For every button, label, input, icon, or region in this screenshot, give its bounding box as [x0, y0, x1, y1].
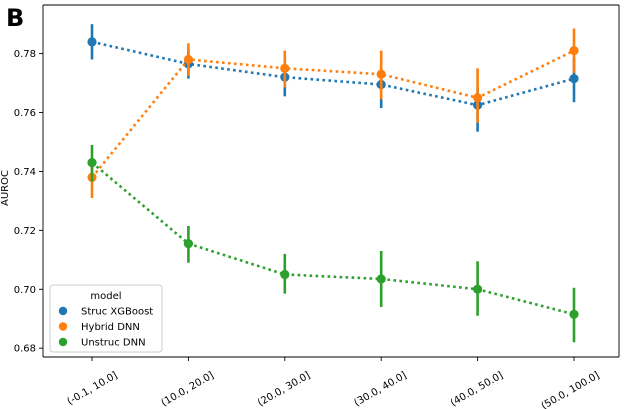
data-point	[473, 284, 483, 294]
x-tick-label: (30.0, 40.0]	[352, 370, 408, 409]
x-tick-label: (-0.1, 10.0]	[66, 370, 120, 408]
y-tick-label: 0.72	[14, 226, 36, 237]
legend-box	[49, 284, 163, 353]
y-tick-label: 0.68	[14, 344, 36, 355]
legend-marker	[58, 322, 68, 331]
data-point	[569, 309, 579, 319]
x-tick-label: (50.0, 100.0]	[540, 370, 602, 409]
data-point	[183, 238, 193, 249]
data-point	[280, 63, 290, 73]
series-line	[91, 40, 575, 107]
legend: model Struc XGBoost Hybrid DNN Unstruc DNN	[49, 284, 163, 353]
panel-letter: B	[6, 4, 24, 32]
legend-marker	[58, 337, 68, 347]
legend-label: Hybrid DNN	[81, 322, 140, 333]
data-point	[87, 37, 97, 47]
legend-label: Unstruc DNN	[81, 338, 146, 349]
legend-title: model	[90, 291, 121, 302]
x-tick-label: (40.0, 50.0]	[449, 370, 505, 409]
series-line	[90, 49, 575, 179]
y-tick-label: 0.70	[14, 285, 36, 296]
legend-label: Struc XGBoost	[81, 307, 153, 318]
data-point	[376, 69, 386, 79]
data-point	[280, 269, 290, 280]
data-point	[376, 274, 386, 284]
data-point	[569, 74, 579, 84]
data-point	[473, 93, 483, 103]
y-tick-label: 0.78	[14, 49, 36, 60]
data-point	[183, 54, 193, 65]
y-axis-label: AUROC	[0, 170, 11, 206]
data-point	[569, 46, 579, 56]
y-tick-label: 0.74	[14, 167, 36, 178]
x-tick-label: (20.0, 30.0]	[256, 370, 312, 409]
series-line	[91, 161, 575, 316]
x-tick-label: (10.0, 20.0]	[160, 370, 216, 409]
y-tick-label: 0.76	[14, 108, 36, 119]
legend-marker	[58, 306, 68, 316]
data-point	[87, 157, 97, 168]
plot-area	[87, 24, 579, 343]
